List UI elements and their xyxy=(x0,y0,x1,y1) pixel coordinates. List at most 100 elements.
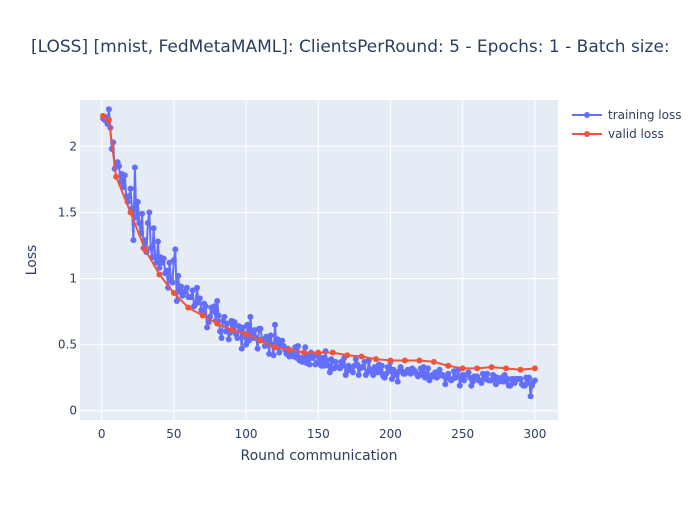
data-point xyxy=(211,303,218,310)
data-point xyxy=(503,365,510,372)
data-point xyxy=(214,297,221,304)
data-point xyxy=(531,365,538,372)
data-point xyxy=(113,173,120,180)
data-point xyxy=(175,272,182,279)
data-point xyxy=(202,303,209,310)
data-point xyxy=(156,264,163,271)
data-point xyxy=(295,342,302,349)
legend-label: valid loss xyxy=(608,127,664,141)
data-point xyxy=(183,284,190,291)
data-point xyxy=(231,319,238,326)
data-point xyxy=(524,379,531,386)
x-tick-label: 300 xyxy=(523,427,546,441)
data-point xyxy=(461,377,468,384)
data-point xyxy=(130,237,137,244)
data-point xyxy=(105,116,112,123)
data-point xyxy=(267,332,274,339)
data-point xyxy=(131,164,138,171)
data-point xyxy=(425,365,432,372)
data-point xyxy=(136,219,143,226)
data-point xyxy=(163,267,170,274)
legend-item[interactable]: training loss xyxy=(572,108,681,122)
y-tick-label: 1.5 xyxy=(58,205,77,219)
data-point xyxy=(332,358,339,365)
data-point xyxy=(329,349,336,356)
data-point xyxy=(257,325,264,332)
data-point xyxy=(234,335,241,342)
data-point xyxy=(270,352,277,359)
data-point xyxy=(387,357,394,364)
data-point xyxy=(339,362,346,369)
data-point xyxy=(416,357,423,364)
data-point xyxy=(170,257,177,263)
data-point xyxy=(445,362,452,369)
y-tick-label: 2 xyxy=(69,139,77,153)
data-point xyxy=(436,366,443,373)
legend-item[interactable]: valid loss xyxy=(572,127,664,141)
data-point xyxy=(172,246,179,253)
data-point xyxy=(325,362,332,369)
data-point xyxy=(173,297,180,304)
data-point xyxy=(209,308,216,315)
series-layer xyxy=(100,106,538,400)
y-tick-label: 1 xyxy=(69,272,77,286)
data-point xyxy=(154,238,161,245)
series-valid-loss xyxy=(100,112,538,373)
data-point xyxy=(196,295,203,302)
data-point xyxy=(204,324,211,331)
data-point xyxy=(279,337,286,344)
data-point xyxy=(504,376,511,383)
data-point xyxy=(100,112,107,119)
legend-label: training loss xyxy=(608,108,681,122)
data-point xyxy=(224,320,231,327)
y-axis-title: Loss xyxy=(24,245,40,276)
data-point xyxy=(160,255,167,262)
data-point xyxy=(185,304,192,311)
data-point xyxy=(315,349,322,356)
data-point xyxy=(394,378,401,385)
data-point xyxy=(310,353,317,360)
data-point xyxy=(133,214,140,221)
data-point xyxy=(302,344,309,351)
data-point xyxy=(193,284,200,291)
data-point xyxy=(217,328,224,335)
data-point xyxy=(214,320,221,327)
data-point xyxy=(238,345,245,352)
chart-title: [LOSS] [mnist, FedMetaMAML]: ClientsPerR… xyxy=(31,37,670,57)
data-point xyxy=(152,254,159,261)
data-point xyxy=(401,357,408,364)
x-axis-title: Round communication xyxy=(240,448,397,464)
data-point xyxy=(352,356,359,363)
data-point xyxy=(134,198,141,205)
data-point xyxy=(166,259,173,266)
data-point xyxy=(478,379,485,386)
x-tick-label: 0 xyxy=(98,427,106,441)
data-point xyxy=(517,376,524,383)
x-tick-label: 200 xyxy=(379,427,402,441)
data-point xyxy=(169,279,176,286)
data-point xyxy=(445,370,452,377)
data-point xyxy=(221,313,228,320)
data-point xyxy=(105,106,112,113)
data-point xyxy=(300,349,307,356)
data-point xyxy=(355,372,362,379)
data-point xyxy=(360,364,367,371)
legend: training loss valid loss xyxy=(572,108,681,141)
data-point xyxy=(243,331,250,338)
x-tick-label: 50 xyxy=(166,427,181,441)
data-point xyxy=(465,369,472,376)
data-point xyxy=(156,271,163,278)
data-point xyxy=(423,370,430,377)
data-point xyxy=(218,335,225,342)
data-point xyxy=(531,377,538,384)
data-point xyxy=(150,225,157,232)
data-point xyxy=(189,287,196,294)
data-point xyxy=(344,352,351,359)
x-tick-label: 100 xyxy=(235,427,258,441)
data-point xyxy=(430,358,437,365)
legend-marker-symbol xyxy=(584,112,590,118)
data-point xyxy=(286,346,293,353)
data-point xyxy=(170,290,177,297)
data-point xyxy=(215,312,222,319)
data-point xyxy=(127,185,134,192)
